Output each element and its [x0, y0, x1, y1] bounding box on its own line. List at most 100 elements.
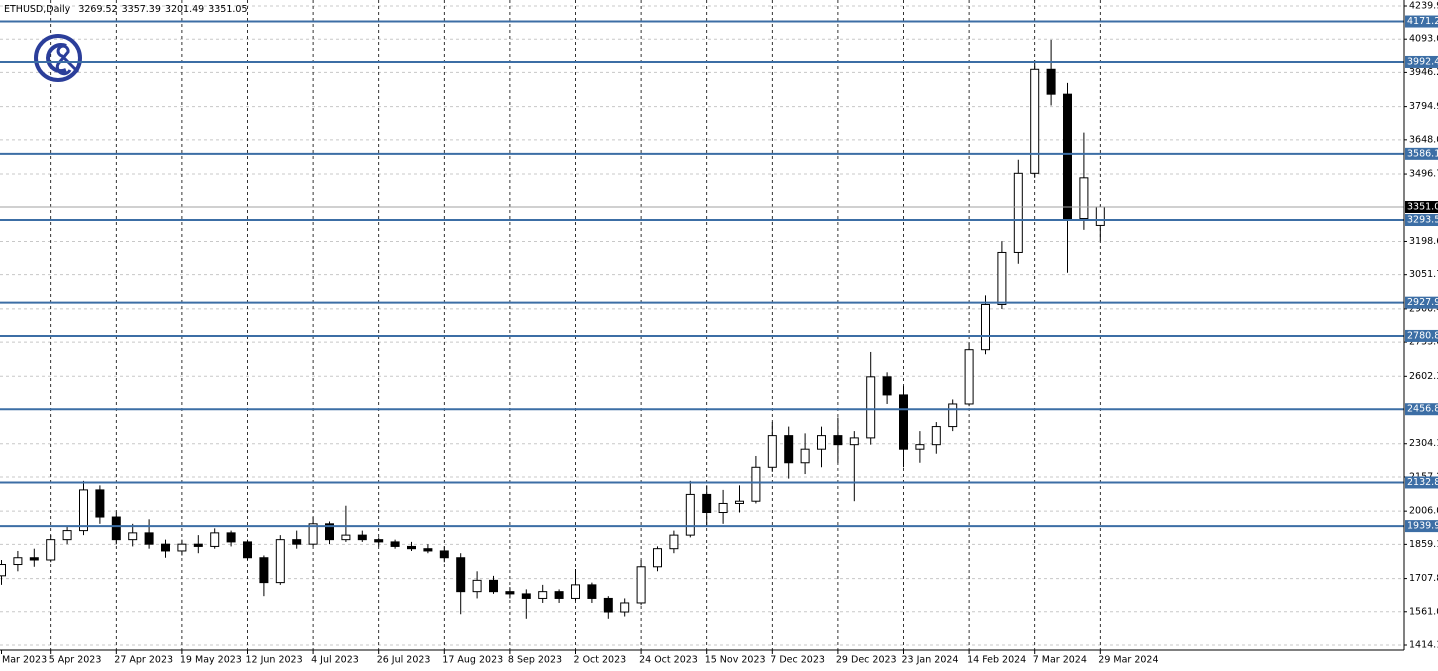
candle-body	[964, 349, 974, 405]
y-tick-label: 2304.1	[1409, 438, 1438, 449]
level-label: 3586.1	[1407, 148, 1438, 159]
last-price-box	[1405, 200, 1438, 213]
candle-body	[784, 435, 794, 464]
x-tick-label: 26 Jul 2023	[377, 655, 431, 666]
candle-body	[997, 251, 1007, 305]
x-tick-label: 7 Dec 2023	[770, 655, 825, 666]
candle-body	[62, 530, 72, 541]
candle-body	[866, 376, 876, 439]
y-tick-label: 2602.3	[1409, 371, 1438, 382]
candle-body	[472, 579, 482, 593]
logo-ring	[34, 34, 82, 82]
candle-body	[210, 532, 220, 547]
candles	[0, 39, 1105, 619]
candle-body	[505, 591, 515, 595]
candle-body	[948, 403, 958, 428]
x-tick-label: 17 Aug 2023	[442, 655, 503, 666]
candle-body	[636, 566, 646, 604]
candle-body	[46, 539, 56, 561]
y-tick-label: 1561.0	[1409, 606, 1438, 617]
candle-body	[226, 532, 236, 543]
candle-body	[931, 426, 941, 446]
header: ETHUSD,Daily 3269.52 3357.39 3201.49 3351.05	[4, 4, 248, 15]
x-tick-label: 2 Oct 2023	[574, 655, 627, 666]
header-value: 3357.39	[122, 4, 161, 15]
level-label-box	[1405, 147, 1438, 160]
logo	[34, 34, 82, 82]
candle-body	[521, 593, 531, 599]
candle-body	[915, 444, 925, 450]
y-tick-label: 3496.7	[1409, 169, 1438, 180]
candle-body	[817, 435, 826, 450]
candle-body	[374, 539, 384, 543]
x-tick-label: 27 Apr 2023	[114, 655, 173, 666]
candle-body	[603, 597, 613, 613]
candle-body	[1063, 93, 1072, 220]
x-tick-label: 14 Feb 2024	[967, 655, 1026, 666]
candle-body	[308, 523, 318, 545]
candle-body	[751, 466, 761, 502]
candle-body	[702, 493, 712, 514]
x-tick-label: 4 Jul 2023	[311, 655, 359, 666]
level-label: 2927.9	[1407, 297, 1438, 308]
logo-amp	[55, 44, 80, 76]
candle-body	[0, 564, 6, 577]
header-value: 3201.49	[165, 4, 204, 15]
candle-body	[423, 548, 433, 552]
y-tick-label: 3946.2	[1409, 67, 1438, 78]
candle-body	[1095, 206, 1105, 226]
level-label: 2456.8	[1407, 404, 1438, 415]
candle-body	[29, 557, 39, 561]
candle-body	[407, 545, 416, 550]
candle-body	[357, 534, 367, 541]
candle-body	[275, 539, 285, 584]
candle-body	[538, 591, 548, 599]
candle-body	[685, 493, 695, 536]
candle-body	[1079, 177, 1089, 220]
level-label: 3992.4	[1407, 56, 1438, 67]
candle-body	[489, 579, 498, 593]
candle-body	[653, 548, 662, 568]
last-price-label: 3351.0	[1407, 201, 1438, 212]
candle-body	[390, 541, 400, 547]
x-tick-label: 5 Apr 2023	[49, 655, 102, 666]
candle-body	[620, 602, 630, 613]
level-label: 2132.8	[1407, 477, 1438, 488]
candle-body	[259, 557, 269, 584]
candle-body	[767, 435, 777, 468]
level-label: 4171.2	[1407, 16, 1438, 27]
candle-body	[882, 376, 892, 396]
candle-body	[571, 584, 580, 599]
header-value: 3269.52	[78, 4, 117, 15]
candle-body	[243, 541, 252, 559]
candle-body	[13, 557, 23, 566]
x-tick-label: 19 May 2023	[180, 655, 242, 666]
candle-body	[587, 584, 597, 599]
candle-body	[718, 502, 728, 514]
candle-body	[439, 550, 449, 559]
candle-body	[1046, 68, 1056, 95]
y-tick-label: 2753.6	[1409, 337, 1438, 348]
level-label-box	[1405, 15, 1438, 28]
x-tick-label: 29 Mar 2024	[1098, 655, 1158, 666]
y-tick-label: 1707.8	[1409, 573, 1438, 584]
candle-body	[849, 437, 859, 446]
y-tick-label: 2006.0	[1409, 506, 1438, 517]
candle-body	[800, 448, 810, 464]
x-tick-label: 7 Mar 2024	[1033, 655, 1087, 666]
header-symbol: ETHUSD,Daily	[4, 4, 71, 15]
candle-body	[1013, 172, 1023, 253]
y-tick-label: 3648.0	[1409, 134, 1438, 145]
level-label-box	[1405, 296, 1438, 309]
level-label: 3293.5	[1407, 215, 1438, 226]
candle-body	[193, 543, 203, 547]
candle-body	[899, 394, 908, 450]
candle-body	[554, 591, 564, 599]
x-tick-label: 24 Oct 2023	[639, 655, 698, 666]
candle-body	[833, 435, 843, 446]
candle-body	[1030, 68, 1040, 174]
level-label-box	[1405, 520, 1438, 533]
candle-body	[161, 543, 170, 552]
x-tick-label: 15 Nov 2023	[705, 655, 766, 666]
y-tick-label: 3051.7	[1409, 269, 1438, 280]
